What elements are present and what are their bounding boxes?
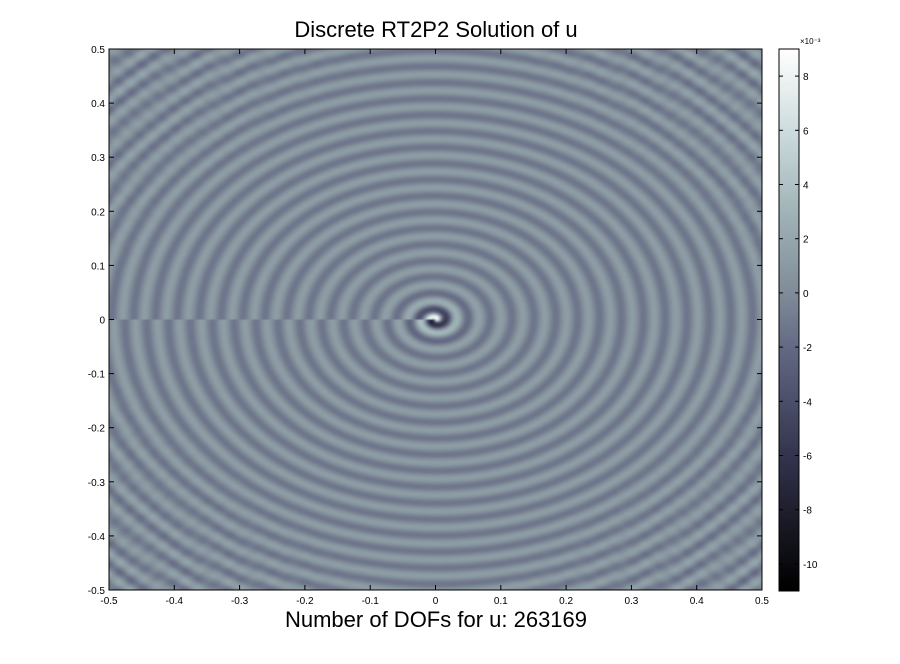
colorbar-tick-label: 0: [803, 289, 809, 300]
colorbar-frame: [778, 48, 800, 592]
y-tick-label: 0.4: [91, 99, 105, 110]
y-tick-label: 0: [99, 316, 105, 327]
colorbar-tick-label: -2: [803, 343, 812, 354]
heatmap-image: [109, 49, 762, 590]
x-tick-label: 0: [433, 596, 439, 607]
x-tick-label: -0.5: [100, 596, 118, 607]
colorbar-tick-label: -10: [803, 560, 818, 571]
x-tick-label: 0.5: [755, 596, 769, 607]
x-tick-label: 0.1: [494, 596, 508, 607]
x-tick-label: -0.1: [362, 596, 380, 607]
colorbar-tick-label: 6: [803, 126, 809, 137]
colorbar-tick-label: -4: [803, 397, 812, 408]
colorbar-tick-label: 2: [803, 235, 809, 246]
chart-title: Discrete RT2P2 Solution of u: [294, 17, 577, 42]
y-tick-label: -0.5: [88, 586, 106, 597]
y-tick-label: 0.3: [91, 153, 105, 164]
x-tick-label: 0.4: [690, 596, 704, 607]
x-tick-label: 0.2: [559, 596, 573, 607]
x-tick-label: -0.2: [296, 596, 314, 607]
y-tick-label: -0.2: [88, 424, 106, 435]
colorbar-tick-label: 4: [803, 181, 809, 192]
x-axis-label: Number of DOFs for u: 263169: [285, 607, 587, 632]
x-tick-label: -0.3: [231, 596, 249, 607]
y-tick-label: 0.5: [91, 45, 105, 56]
y-axis: 0.5 0.4 0.3 0.2 0.1 0 -0.1 -0.2 -0.3 -0.4 -0.5: [88, 45, 762, 597]
colorbar-ticks: 8 6 4 2 0 -2 -4 -6 -8 -10: [779, 72, 818, 571]
y-tick-label: 0.2: [91, 207, 105, 218]
colorbar-tick-label: -6: [803, 452, 812, 463]
plot-area: [108, 48, 763, 591]
x-axis: -0.5 -0.4 -0.3 -0.2 -0.1 0 0.1 0.2 0.3 0.4 0.5: [100, 49, 769, 607]
colorbar-tick-label: 8: [803, 72, 809, 83]
colorbar: 8 6 4 2 0 -2 -4 -6 -8 -10 ×10⁻³: [778, 37, 821, 592]
colorbar-exponent: ×10⁻³: [800, 37, 821, 46]
y-tick-label: -0.3: [88, 478, 106, 489]
x-tick-label: -0.4: [166, 596, 184, 607]
y-tick-label: 0.1: [91, 261, 105, 272]
colorbar-gradient: [779, 49, 799, 591]
y-tick-label: -0.4: [88, 532, 106, 543]
y-tick-label: -0.1: [88, 370, 106, 381]
x-tick-label: 0.3: [624, 596, 638, 607]
colorbar-tick-label: -8: [803, 506, 812, 517]
